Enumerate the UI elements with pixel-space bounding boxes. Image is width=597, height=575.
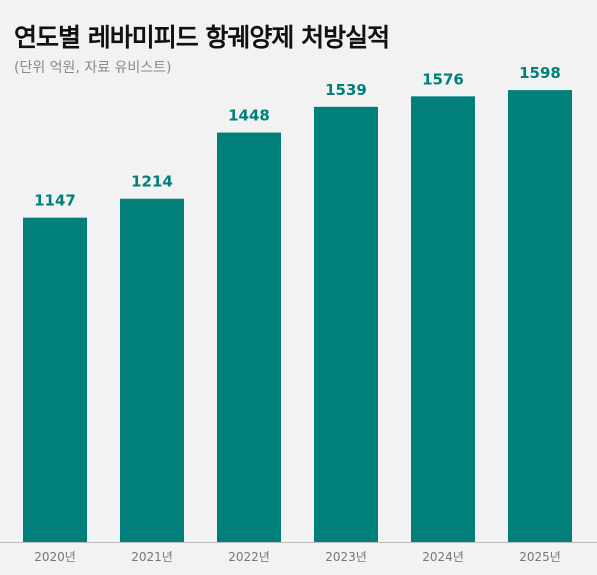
bar-2020년 [23, 217, 87, 543]
data-label: 1576 [422, 70, 464, 88]
chart-title: 연도별 레바미피드 항궤양제 처방실적 [14, 23, 390, 52]
data-label: 1598 [519, 64, 561, 82]
bar-2024년 [411, 96, 475, 542]
data-label: 1448 [228, 107, 270, 125]
data-label: 1147 [34, 192, 76, 210]
x-tick-label: 2024년 [422, 550, 464, 564]
x-tick-label: 2022년 [228, 550, 270, 564]
bar-2023년 [314, 106, 378, 543]
x-tick-label: 2023년 [325, 550, 367, 564]
chart-subtitle: (단위 억원, 자료 유비스트) [14, 60, 172, 76]
bar-2022년 [217, 132, 281, 542]
bar-2025년 [508, 90, 572, 543]
x-tick-label: 2021년 [131, 550, 173, 564]
data-label: 1539 [325, 81, 367, 99]
x-tick-label: 2020년 [34, 550, 76, 564]
data-label: 1214 [131, 173, 173, 191]
bar-2021년 [120, 198, 184, 543]
x-tick-label: 2025년 [519, 550, 561, 564]
